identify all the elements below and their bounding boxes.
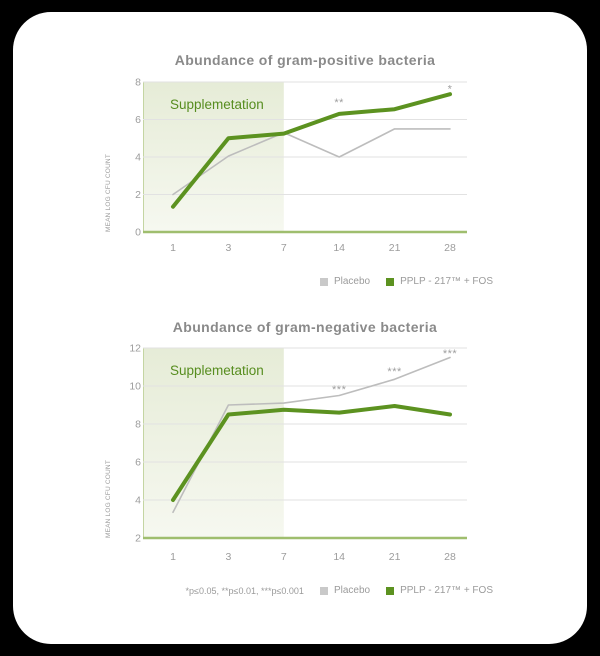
legend-label-pplp: PPLP - 217™ + FOS xyxy=(400,276,493,287)
significance-footnote: *p≤0.05, **p≤0.01, ***p≤0.001 xyxy=(185,585,304,596)
y-axis-title: MEAN LOG CFU COUNT xyxy=(105,460,112,538)
gram-positive-chart: Supplemetation 0 2 4 6 8 1 3 7 14 21 28 MEAN LOG CFU… xyxy=(105,77,467,254)
significance-marker: ** xyxy=(334,97,344,109)
x-tick-label: 1 xyxy=(170,551,176,563)
y-tick-label: 12 xyxy=(129,343,141,355)
x-tick-label: 28 xyxy=(444,242,456,254)
legend-label-placebo: Placebo xyxy=(333,585,371,596)
x-tick-label: 21 xyxy=(389,242,401,254)
y-axis-title: MEAN LOG CFU COUNT xyxy=(105,154,112,232)
y-tick-label: 6 xyxy=(135,457,141,469)
region-label: Supplemetation xyxy=(170,97,264,112)
x-tick-label: 14 xyxy=(333,242,345,254)
legend-item-placebo: Placebo xyxy=(319,585,371,596)
x-tick-label: 3 xyxy=(225,242,231,254)
region-label: Supplemetation xyxy=(170,363,264,378)
pplp-line xyxy=(171,404,452,502)
infographic-card: Abundance of gram-positive bacteria Supp… xyxy=(13,12,587,644)
supplementation-region xyxy=(143,348,284,538)
x-tick-label: 1 xyxy=(170,242,176,254)
y-tick-label: 2 xyxy=(135,189,141,201)
chart-title-gram-negative: Abundance of gram-negative bacteria xyxy=(172,319,438,335)
gram-negative-chart: Supplemetation 2 4 6 8 10 12 1 3 7 14 21 28 MEAN LOG … xyxy=(105,343,467,563)
significance-marker: *** xyxy=(332,384,347,396)
legend-swatch-pplp xyxy=(386,586,395,595)
legend-swatch-placebo xyxy=(319,586,328,595)
x-tick-label: 21 xyxy=(389,551,401,563)
legend-item-pplp: PPLP - 217™ + FOS xyxy=(386,276,493,287)
y-tick-label: 4 xyxy=(135,495,141,507)
legend-item-placebo: Placebo xyxy=(319,276,371,287)
y-tick-label: 8 xyxy=(135,419,141,431)
legend-label-pplp: PPLP - 217™ + FOS xyxy=(400,585,493,596)
placebo-line xyxy=(172,356,451,514)
y-tick-label: 8 xyxy=(135,77,141,89)
legend-bottom: *p≤0.05, **p≤0.01, ***p≤0.001 Placebo PP… xyxy=(186,585,493,596)
y-tick-label: 2 xyxy=(135,533,141,545)
y-tick-label: 6 xyxy=(135,114,141,126)
significance-marker: * xyxy=(448,84,453,96)
x-tick-label: 14 xyxy=(333,551,345,563)
legend-swatch-placebo xyxy=(319,277,328,286)
y-tick-label: 4 xyxy=(135,152,141,164)
placebo-line xyxy=(172,128,451,196)
x-tick-label: 3 xyxy=(225,551,231,563)
legend-swatch-pplp xyxy=(386,277,395,286)
y-tick-label: 0 xyxy=(135,227,141,239)
pplp-line xyxy=(171,92,452,209)
legend-label-placebo: Placebo xyxy=(333,276,371,287)
x-tick-label: 7 xyxy=(281,242,287,254)
legend-item-pplp: PPLP - 217™ + FOS xyxy=(386,585,493,596)
chart-title-gram-positive: Abundance of gram-positive bacteria xyxy=(174,52,436,68)
y-tick-label: 10 xyxy=(129,381,141,393)
significance-marker: *** xyxy=(387,366,402,378)
legend-top: Placebo PPLP - 217™ + FOS xyxy=(319,276,493,287)
x-tick-label: 28 xyxy=(444,551,456,563)
significance-marker: *** xyxy=(443,348,458,360)
x-tick-label: 7 xyxy=(281,551,287,563)
